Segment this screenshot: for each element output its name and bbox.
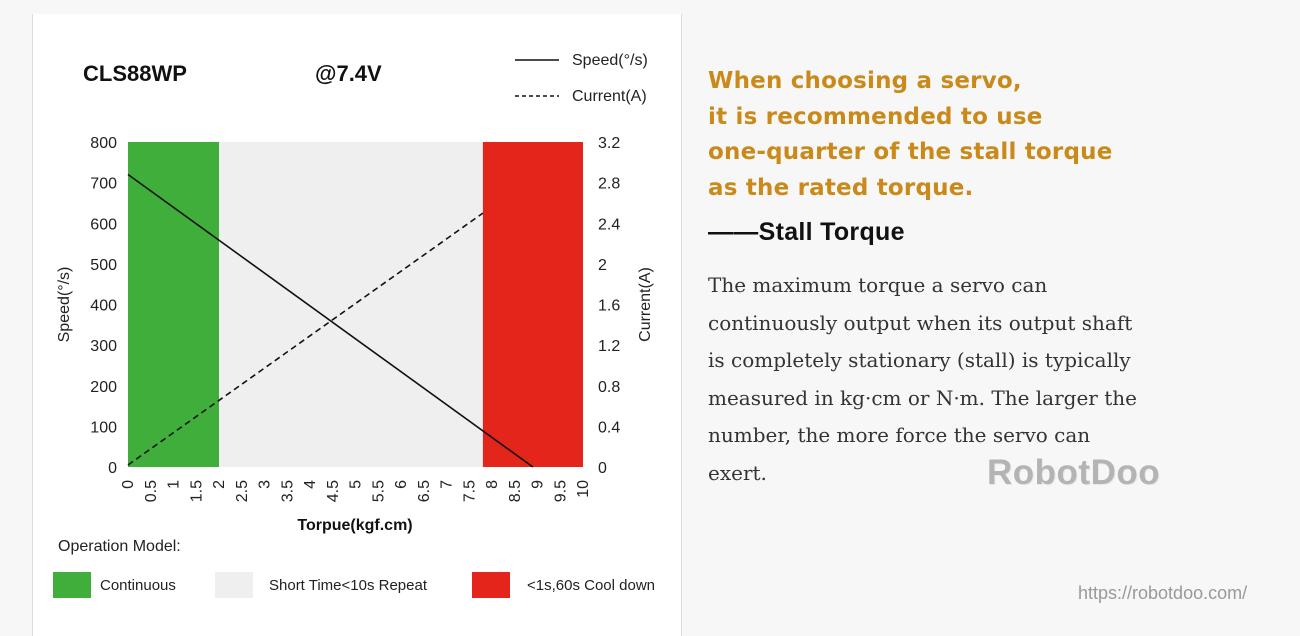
x-tick-label: 8 xyxy=(484,480,501,489)
y-tick-label: 600 xyxy=(90,216,117,233)
stall-torque-description: The maximum torque a servo can continuou… xyxy=(708,273,1137,485)
y-tick-label: 0 xyxy=(108,460,117,477)
x-tick-label: 5.5 xyxy=(370,480,387,502)
y2-tick-label: 1.6 xyxy=(598,298,620,315)
quote-line: one-quarter of the stall torque xyxy=(708,139,1113,165)
y-tick-label: 400 xyxy=(90,298,117,315)
y2-tick-label: 2.4 xyxy=(598,216,620,233)
x-tick-label: 6.5 xyxy=(416,480,433,502)
legend-speed-label: Speed(°/s) xyxy=(572,52,648,69)
brand-watermark: RobotDoo xyxy=(987,453,1161,492)
chart-subtitle: @7.4V xyxy=(315,61,382,86)
y2-tick-label: 0.8 xyxy=(598,379,620,396)
x-tick-label: 0.5 xyxy=(143,480,160,502)
y-tick-label: 100 xyxy=(90,419,117,436)
x-tick-label: 6 xyxy=(393,480,410,489)
x-tick-label: 4 xyxy=(302,480,319,489)
info-panel: When choosing a servo, it is recommended… xyxy=(708,64,1268,492)
zone-continuous xyxy=(128,142,219,467)
x-tick-label: 1.5 xyxy=(188,480,205,502)
zone-cool-down xyxy=(482,142,583,467)
quote-line: When choosing a servo, xyxy=(708,68,1022,94)
x-tick-label: 3 xyxy=(257,480,274,489)
y-tick-label: 200 xyxy=(90,379,117,396)
speed-series-line xyxy=(127,173,534,468)
x-tick-label: 3.5 xyxy=(279,480,296,502)
x-tick-label: 9.5 xyxy=(552,480,569,502)
y-tick-label: 800 xyxy=(90,135,117,152)
y2-axis-label: Current(A) xyxy=(637,267,654,342)
y-axis-label: Speed(°/s) xyxy=(56,267,73,343)
x-tick-label: 0 xyxy=(120,480,137,489)
x-tick-label: 1 xyxy=(166,480,183,489)
short-time-swatch xyxy=(215,572,253,598)
zone-short-time xyxy=(219,142,483,467)
website-url: https://robotdoo.com/ xyxy=(1078,583,1248,603)
y-tick-label: 700 xyxy=(90,176,117,193)
stall-torque-heading: ——Stall Torque xyxy=(708,218,905,246)
y-tick-label: 300 xyxy=(90,338,117,355)
quote-line: it is recommended to use xyxy=(708,103,1043,130)
chart-title: CLS88WP xyxy=(83,61,187,86)
short-time-label: Short Time<10s Repeat xyxy=(269,577,428,594)
x-tick-label: 5 xyxy=(348,480,365,489)
x-tick-label: 2 xyxy=(211,480,228,489)
continuous-label: Continuous xyxy=(100,577,176,594)
x-tick-label: 7.5 xyxy=(461,480,478,502)
x-tick-label: 10 xyxy=(575,480,592,498)
cool-down-swatch xyxy=(472,572,510,598)
y2-tick-label: 0 xyxy=(598,460,607,477)
torque-chart: CLS88WP @7.4VSpeed(°/s)Current(A)01002003… xyxy=(56,52,654,534)
quote-line: as the rated torque. xyxy=(708,174,974,201)
x-tick-label: 7 xyxy=(439,480,456,489)
y2-tick-label: 2 xyxy=(598,257,607,274)
x-tick-label: 8.5 xyxy=(507,480,524,502)
x-tick-label: 4.5 xyxy=(325,480,342,502)
y2-tick-label: 1.2 xyxy=(598,338,620,355)
legend-current-label: Current(A) xyxy=(572,88,647,105)
chart-card: CLS88WP @7.4V Speed(°/s) Current(A) 0 100 200 3… xyxy=(32,14,682,636)
continuous-swatch xyxy=(53,572,91,598)
x-tick-label: 2.5 xyxy=(234,480,251,502)
current-series-line xyxy=(127,212,484,466)
operation-model-title: Operation Model: xyxy=(58,538,181,555)
y-tick-label: 500 xyxy=(90,257,117,274)
y2-tick-label: 3.2 xyxy=(598,135,620,152)
x-tick-label: 9 xyxy=(530,480,547,489)
x-axis-label: Torpue(kgf.cm) xyxy=(297,517,412,534)
recommendation-quote: When choosing a servo, it is recommended… xyxy=(708,64,1268,206)
y2-tick-label: 2.8 xyxy=(598,176,620,193)
cool-down-label: <1s,60s Cool down xyxy=(527,577,655,594)
y2-tick-label: 0.4 xyxy=(598,419,620,436)
